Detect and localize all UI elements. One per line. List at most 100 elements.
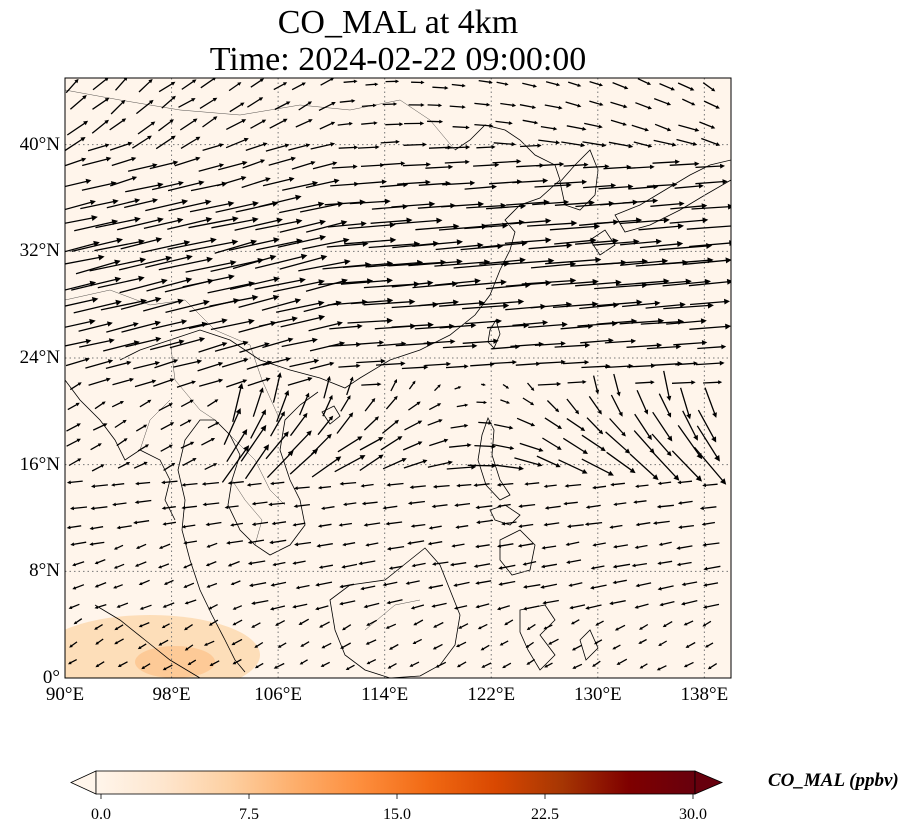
wind-arrow [72, 584, 85, 590]
wind-arrow [242, 159, 266, 169]
wind-arrow [173, 359, 203, 368]
wind-arrow [583, 164, 610, 169]
wind-arrow [143, 298, 184, 312]
wind-arrow [124, 198, 158, 209]
wind-arrow [250, 409, 266, 439]
wind-arrow [581, 434, 606, 452]
wind-arrow [234, 217, 283, 231]
wind-arrow [306, 220, 348, 233]
wind-arrow [423, 339, 456, 345]
wind-arrow [703, 582, 719, 587]
wind-arrow [650, 201, 685, 207]
wind-arrow [699, 506, 717, 511]
wind-arrow [201, 438, 216, 446]
latitude-tick-label: 24°N [19, 347, 60, 368]
wind-arrow [343, 79, 358, 84]
wind-arrow [606, 451, 636, 474]
wind-arrow [161, 506, 176, 510]
coastline-mindanao [499, 529, 536, 576]
wind-arrow [316, 543, 333, 548]
wind-arrow [499, 640, 509, 646]
wind-arrow [109, 176, 138, 187]
wind-arrow [269, 539, 287, 545]
wind-arrow [136, 543, 147, 549]
wind-arrow [540, 583, 558, 589]
wind-arrow [273, 82, 288, 91]
wind-arrow [385, 395, 398, 410]
wind-arrow [214, 340, 249, 352]
colorbar-extend-min [70, 770, 97, 795]
wind-arrow [651, 433, 672, 457]
wind-arrow [247, 560, 266, 566]
wind-arrow [567, 524, 584, 529]
wind-arrow [703, 100, 720, 109]
wind-arrow [216, 176, 247, 187]
wind-arrow [583, 183, 617, 189]
wind-arrow [207, 422, 220, 429]
wind-arrow [544, 505, 561, 510]
wind-arrow [270, 581, 287, 587]
wind-arrow [133, 361, 160, 370]
wind-arrow [365, 639, 377, 645]
wind-arrow [432, 643, 443, 650]
wind-arrow [675, 361, 698, 366]
wind-arrow [677, 425, 703, 460]
wind-arrow [127, 163, 158, 172]
wind-arrow [432, 561, 449, 566]
wind-arrow [502, 662, 512, 669]
wind-arrow [163, 462, 176, 471]
wind-arrow [292, 560, 306, 565]
wind-arrow [252, 387, 264, 417]
wind-arrow [455, 525, 469, 529]
coastline-borneo [329, 547, 461, 678]
wind-arrow [119, 278, 168, 294]
wind-arrow [300, 641, 310, 647]
wind-arrow [226, 119, 247, 130]
wind-arrow [364, 398, 376, 412]
wind-arrow [232, 658, 242, 665]
wind-arrow [635, 484, 649, 488]
wind-arrow [391, 201, 436, 208]
wind-arrow [199, 97, 218, 109]
wind-arrow [699, 121, 716, 129]
wind-arrow [595, 620, 604, 626]
wind-arrow [677, 82, 695, 91]
wind-arrow [282, 180, 319, 191]
wind-arrow [525, 641, 534, 648]
wind-arrow [279, 201, 325, 214]
wind-arrow [188, 216, 239, 229]
wind-arrow [207, 399, 219, 407]
wind-arrow [397, 179, 431, 185]
wind-arrow [521, 277, 577, 285]
wind-arrow [634, 413, 652, 441]
wind-arrow [563, 501, 578, 506]
wind-arrow [223, 408, 241, 445]
wind-arrow [497, 543, 514, 548]
wind-arrow [272, 561, 286, 567]
wind-arrow [551, 278, 599, 286]
wind-arrow [305, 178, 340, 189]
wind-arrow [163, 579, 174, 585]
wind-arrow [113, 544, 124, 550]
wind-arrow [204, 463, 218, 470]
wind-arrow [365, 82, 379, 87]
wind-arrow [89, 541, 105, 546]
wind-arrow [504, 619, 514, 626]
wind-arrow [116, 438, 128, 447]
wind-arrow [565, 541, 580, 546]
wind-arrow [158, 543, 171, 549]
wind-arrow [318, 278, 374, 286]
wind-arrow [167, 237, 217, 250]
wind-arrow [91, 484, 108, 489]
wind-arrow [428, 403, 442, 411]
wind-arrow [317, 523, 332, 528]
wind-arrow [88, 377, 111, 386]
wind-arrow [315, 581, 333, 587]
wind-arrow [137, 643, 147, 650]
wind-arrow [160, 444, 173, 452]
wind-arrow [228, 237, 280, 251]
wind-arrow [179, 118, 198, 131]
wind-arrow [167, 180, 205, 192]
wind-arrow [653, 139, 677, 147]
wind-arrow [68, 659, 77, 665]
